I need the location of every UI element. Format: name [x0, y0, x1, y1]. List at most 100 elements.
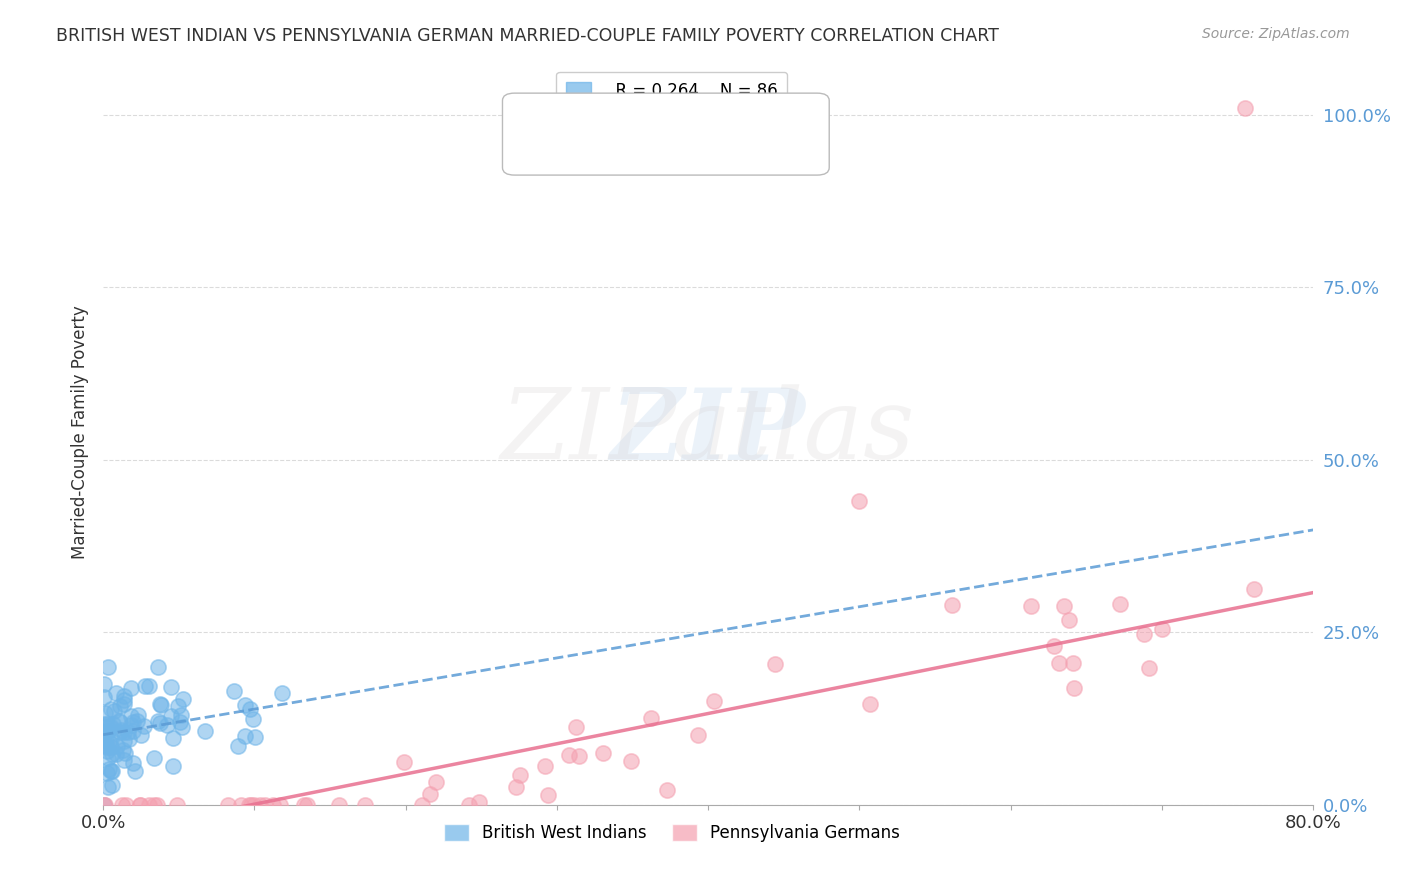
Point	[122, 724, 145, 739]
Point	[156, 718, 179, 732]
Point	[103, 717, 125, 731]
Point	[93, 797, 115, 812]
Point	[162, 759, 184, 773]
Text: ZIPatlas: ZIPatlas	[501, 384, 915, 480]
Point	[110, 723, 132, 737]
Point	[1047, 656, 1070, 670]
Point	[162, 731, 184, 746]
Point	[93, 676, 115, 690]
Point	[117, 725, 139, 739]
Text: Source: ZipAtlas.com: Source: ZipAtlas.com	[1202, 27, 1350, 41]
Point	[1062, 657, 1084, 671]
Point	[222, 684, 245, 698]
Point	[108, 714, 131, 729]
Point	[112, 725, 135, 739]
Point	[112, 734, 135, 748]
Point	[411, 797, 433, 812]
Point	[1108, 597, 1130, 611]
Point	[592, 746, 614, 760]
Point	[1133, 626, 1156, 640]
Point	[859, 697, 882, 711]
Point	[97, 780, 120, 794]
Point	[703, 693, 725, 707]
Point	[96, 766, 118, 780]
Point	[100, 701, 122, 715]
Point	[467, 795, 489, 809]
Point	[167, 699, 190, 714]
Point	[271, 686, 294, 700]
Point	[146, 714, 169, 728]
Point	[686, 728, 709, 742]
Point	[93, 717, 115, 731]
Point	[295, 797, 318, 812]
Point	[568, 749, 591, 764]
Point	[98, 719, 121, 733]
Point	[262, 797, 284, 812]
Legend:   R = 0.264    N = 86,   R = 0.684    N = 59: R = 0.264 N = 86, R = 0.684 N = 59	[557, 71, 787, 136]
Point	[534, 759, 557, 773]
Point	[166, 797, 188, 812]
Point	[112, 689, 135, 703]
Point	[97, 751, 120, 765]
Point	[97, 762, 120, 776]
Point	[239, 702, 262, 716]
Point	[127, 708, 149, 723]
Point	[172, 692, 194, 706]
Point	[1152, 622, 1174, 636]
Point	[100, 778, 122, 792]
Point	[97, 723, 120, 738]
Point	[763, 657, 786, 671]
Point	[253, 797, 276, 812]
Point	[146, 659, 169, 673]
Point	[100, 747, 122, 761]
Point	[100, 739, 122, 754]
Point	[354, 797, 377, 812]
Point	[172, 720, 194, 734]
Point	[537, 788, 560, 802]
Point	[229, 797, 252, 812]
Point	[93, 736, 115, 750]
Point	[233, 698, 256, 713]
Point	[128, 797, 150, 812]
Point	[120, 708, 142, 723]
Point	[294, 797, 316, 812]
Point	[242, 712, 264, 726]
Point	[419, 788, 441, 802]
Point	[105, 739, 128, 754]
Point	[94, 706, 117, 720]
Point	[149, 698, 172, 712]
Point	[509, 768, 531, 782]
Point	[111, 797, 134, 812]
Point	[242, 797, 264, 812]
Point	[620, 755, 643, 769]
Point	[564, 720, 586, 734]
Point	[149, 698, 172, 712]
Text: BRITISH WEST INDIAN VS PENNSYLVANIA GERMAN MARRIED-COUPLE FAMILY POVERTY CORRELA: BRITISH WEST INDIAN VS PENNSYLVANIA GERM…	[56, 27, 1000, 45]
Point	[159, 709, 181, 723]
Point	[112, 753, 135, 767]
Point	[238, 797, 260, 812]
Point	[93, 719, 115, 733]
Point	[100, 764, 122, 778]
FancyBboxPatch shape	[502, 93, 830, 175]
Point	[249, 797, 271, 812]
Point	[96, 740, 118, 755]
Point	[1243, 582, 1265, 596]
Point	[101, 764, 124, 778]
Point	[112, 743, 135, 757]
Point	[112, 697, 135, 711]
Point	[96, 744, 118, 758]
Point	[132, 718, 155, 732]
Point	[160, 680, 183, 694]
Point	[458, 797, 481, 812]
Point	[104, 685, 127, 699]
Point	[226, 739, 249, 753]
Point	[657, 783, 679, 797]
Point	[94, 731, 117, 746]
Point	[425, 775, 447, 789]
Point	[97, 724, 120, 739]
Point	[103, 704, 125, 718]
Point	[240, 797, 263, 812]
Text: ZIP: ZIP	[610, 384, 806, 481]
Point	[122, 756, 145, 770]
